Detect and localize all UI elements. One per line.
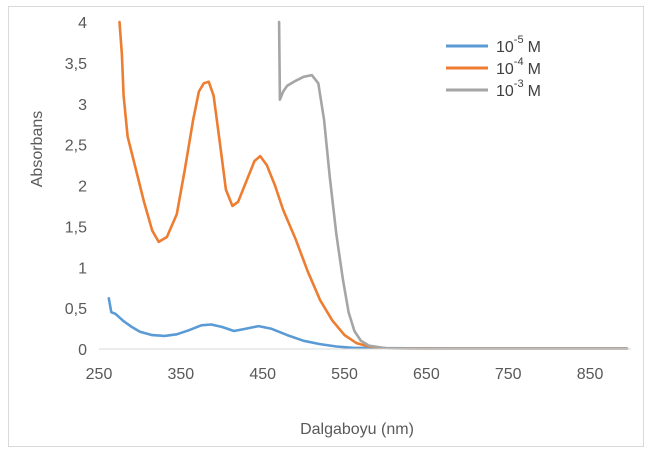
y-tick-label: 3 xyxy=(78,97,87,114)
y-tick-label: 2,5 xyxy=(65,138,87,155)
plot-area xyxy=(107,20,629,350)
series-line-1 xyxy=(107,297,629,350)
x-tick-label: 250 xyxy=(86,366,113,383)
x-tick-label: 350 xyxy=(167,366,194,383)
x-tick-labels: 250 350 450 550 650 750 850 xyxy=(86,366,604,383)
series-line-3 xyxy=(277,20,629,350)
y-tick-label: 4 xyxy=(78,15,87,32)
x-tick-label: 750 xyxy=(495,366,522,383)
legend-label-2: 10-4 M xyxy=(496,56,541,78)
y-axis-title: Absorbans xyxy=(29,111,46,188)
y-tick-labels: 0 0,5 1 1,5 2 2,5 3 3,5 4 xyxy=(65,15,87,359)
y-tick-label: 1 xyxy=(78,260,87,277)
y-tick-label: 2 xyxy=(78,179,87,196)
x-tick-label: 850 xyxy=(577,366,604,383)
x-tick-label: 450 xyxy=(249,366,276,383)
legend: 10-5 M10-4 M10-3 M xyxy=(446,34,541,100)
x-tick-label: 650 xyxy=(413,366,440,383)
y-tick-label: 3,5 xyxy=(65,56,87,73)
series-line-2 xyxy=(118,20,629,350)
y-tick-label: 0,5 xyxy=(65,301,87,318)
y-tick-label: 1,5 xyxy=(65,219,87,236)
legend-label-3: 10-3 M xyxy=(496,78,541,100)
x-tick-label: 550 xyxy=(331,366,358,383)
y-tick-label: 0 xyxy=(78,342,87,359)
chart-frame xyxy=(8,6,644,447)
x-axis-title: Dalgaboyu (nm) xyxy=(300,421,414,438)
legend-label-1: 10-5 M xyxy=(496,34,541,56)
